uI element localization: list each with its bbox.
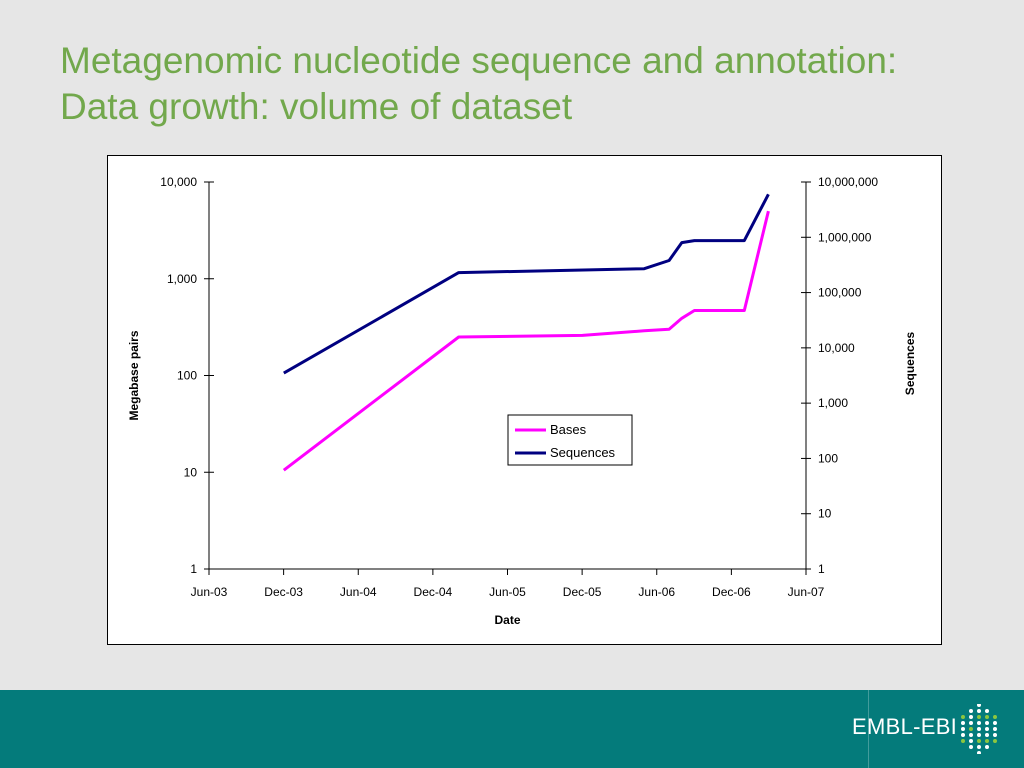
slide-title: Metagenomic nucleotide sequence and anno… [60,38,1000,130]
x-tick-label: Jun-07 [788,585,825,599]
legend-label-bases: Bases [550,422,587,437]
slide-title-line-2: Data growth: volume of dataset [60,86,573,127]
y-left-tick-label: 10,000 [160,175,197,189]
logo-dot [961,733,965,737]
y-axis-left-title: Megabase pairs [127,330,141,420]
logo-dot [969,733,973,737]
x-tick-label: Dec-06 [712,585,751,599]
logo-dot [985,733,989,737]
logo-dot [977,739,981,743]
legend-box [507,414,633,466]
logo-dot [985,715,989,719]
x-tick-label: Jun-03 [191,585,228,599]
y-left-tick-label: 1 [190,562,197,576]
slide-title-line-1: Metagenomic nucleotide sequence and anno… [60,40,898,81]
brand-name: EMBL-EBI [852,714,958,739]
footer-divider [868,690,869,768]
chart-frame: 1 10 100 1,000 10,000 1 10 100 1,000 10,000 100,00… [107,155,942,645]
logo-dot [993,727,997,731]
y-right-tick-label: 10 [818,507,832,521]
y-left-tick-label: 1,000 [167,272,197,286]
logo-dot [961,715,965,719]
logo-dot [969,715,973,719]
logo-dot [985,709,989,713]
y-axis-right-title: Sequences [903,331,917,395]
logo-dot [985,745,989,749]
y-right-tick-label: 1,000,000 [818,230,872,244]
x-tick-label: Jun-04 [340,585,377,599]
logo-dot [977,715,981,719]
x-tick-label: Jun-05 [489,585,526,599]
footer-bar: EMBL-EBI [0,690,1024,768]
logo-dot [961,721,965,725]
y-right-tick-label: 1 [818,562,825,576]
logo-dot [969,721,973,725]
logo-dot [977,727,981,731]
legend-label-sequences: Sequences [550,445,616,460]
logo-dot [985,739,989,743]
y-right-tick-label: 100 [818,451,838,465]
logo-dot [969,727,973,731]
logo-dot [985,721,989,725]
y-left-tick-label: 10 [184,465,198,479]
logo-dot [977,733,981,737]
growth-chart: 1 10 100 1,000 10,000 1 10 100 1,000 10,000 100,00… [127,175,917,627]
logo-dot [985,727,989,731]
logo-dot [977,721,981,725]
y-right-tick-label: 1,000 [818,396,848,410]
logo-dot [977,704,981,707]
logo-dot [977,751,981,754]
x-tick-label: Jun-06 [638,585,675,599]
logo-dot [993,721,997,725]
logo-dot [993,733,997,737]
series-line-bases [282,210,770,472]
logo-dot [993,715,997,719]
logo-dot [977,745,981,749]
y-right-tick-label: 100,000 [818,286,862,300]
y-left-tick-label: 100 [177,369,197,383]
x-tick-label: Dec-03 [264,585,303,599]
logo-dot [969,745,973,749]
logo-dot [993,739,997,743]
series-line-sequences [283,193,770,375]
logo-dot [969,709,973,713]
logo-dot [961,727,965,731]
embl-ebi-logo-icon [961,704,997,754]
y-right-tick-label: 10,000,000 [818,175,878,189]
logo-dot [969,739,973,743]
logo-dot [977,709,981,713]
x-tick-label: Dec-04 [414,585,453,599]
x-axis-title: Date [494,613,520,627]
logo-dot [961,739,965,743]
x-tick-label: Dec-05 [563,585,602,599]
y-right-tick-label: 10,000 [818,341,855,355]
